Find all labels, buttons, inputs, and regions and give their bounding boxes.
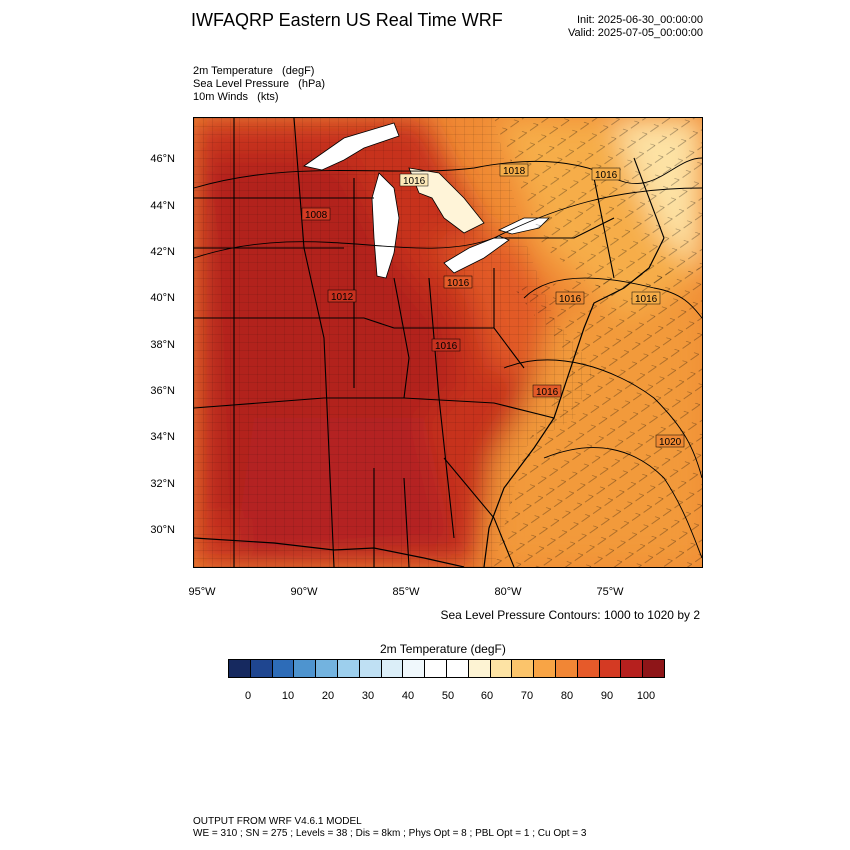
colorbar-cell — [337, 660, 360, 677]
svg-text:1016: 1016 — [403, 176, 426, 187]
svg-text:1016: 1016 — [595, 170, 618, 181]
lat-label: 36°N — [150, 385, 175, 397]
footer-model-line: OUTPUT FROM WRF V4.6.1 MODEL — [193, 816, 362, 827]
colorbar-cell — [294, 660, 317, 677]
field-pressure: Sea Level Pressure (hPa) — [193, 78, 326, 90]
lat-label: 42°N — [150, 246, 175, 258]
wind-barbs-north — [494, 118, 702, 298]
contour-note: Sea Level Pressure Contours: 1000 to 102… — [440, 608, 701, 622]
wind-barbs-ocean — [494, 268, 702, 567]
isobar-label: 1016 — [555, 291, 585, 305]
colorbar-cell — [381, 660, 404, 677]
colorbar-cell — [359, 660, 382, 677]
isobar-label: 1020 — [655, 434, 685, 448]
lon-label: 85°W — [392, 586, 420, 598]
colorbar-cell — [643, 660, 664, 677]
lon-label: 80°W — [494, 586, 522, 598]
colorbar-label: 90 — [600, 690, 614, 702]
lat-label: 30°N — [150, 524, 175, 536]
svg-text:1016: 1016 — [635, 294, 658, 305]
field-winds: 10m Winds (kts) — [193, 91, 279, 103]
svg-text:1016: 1016 — [559, 294, 582, 305]
colorbar-cell — [250, 660, 273, 677]
map-canvas: 1008 1012 1016 1016 1016 1016 1016 1016 … — [194, 118, 702, 567]
lon-label: 75°W — [596, 586, 624, 598]
gulf-coast — [194, 537, 465, 567]
lat-label: 34°N — [150, 431, 175, 443]
footer-settings-line: WE = 310 ; SN = 275 ; Levels = 38 ; Dis … — [193, 828, 587, 839]
colorbar-label: 20 — [321, 690, 335, 702]
colorbar-cell — [490, 660, 513, 677]
colorbar-label: 40 — [401, 690, 415, 702]
isobar-label: 1016 — [443, 275, 473, 289]
isobar-label: 1016 — [532, 384, 562, 398]
colorbar-cell — [316, 660, 338, 677]
plot-title: IWFAQRP Eastern US Real Time WRF — [191, 10, 503, 30]
isobar-label: 1018 — [499, 163, 529, 177]
colorbar-label: 0 — [244, 690, 252, 702]
lat-label: 46°N — [150, 153, 175, 165]
lake-michigan — [371, 172, 400, 279]
lat-label: 40°N — [150, 292, 175, 304]
svg-text:1018: 1018 — [503, 166, 526, 177]
colorbar-label: 10 — [281, 690, 295, 702]
colorbar-label: 100 — [636, 690, 656, 702]
lat-label: 44°N — [150, 200, 175, 212]
colorbar-label: 30 — [361, 690, 375, 702]
isobar-label: 1008 — [301, 207, 331, 221]
isobar-label: 1016 — [591, 167, 621, 181]
colorbar-label: 80 — [560, 690, 574, 702]
field-list: 2m Temperature (degF) Sea Level Pressure… — [193, 65, 325, 104]
isobar-label: 1016 — [631, 291, 661, 305]
svg-text:1020: 1020 — [659, 437, 682, 448]
colorbar-cell — [425, 660, 447, 677]
svg-text:1008: 1008 — [305, 210, 328, 221]
lake-erie — [443, 235, 510, 274]
colorbar-cell — [555, 660, 578, 677]
svg-text:1016: 1016 — [435, 341, 458, 352]
colorbar-cell — [446, 660, 469, 677]
lake-superior — [303, 122, 400, 171]
svg-text:1016: 1016 — [447, 278, 470, 289]
colorbar-cell — [403, 660, 426, 677]
colorbar-cell — [512, 660, 535, 677]
lat-label: 32°N — [150, 478, 175, 490]
lon-label: 95°W — [188, 586, 216, 598]
colorbar-cell — [621, 660, 644, 677]
colorbar-label: 60 — [480, 690, 494, 702]
colorbar-cell — [534, 660, 556, 677]
isobar-label-group: 1008 1012 1016 1016 1016 1016 1016 1016 … — [301, 163, 685, 448]
field-temperature: 2m Temperature (degF) — [193, 65, 315, 77]
colorbar-label: 50 — [441, 690, 455, 702]
isobar-label: 1016 — [431, 338, 461, 352]
colorbar-cell — [272, 660, 295, 677]
colorbar-cell — [468, 660, 491, 677]
colorbar-cell — [599, 660, 622, 677]
colorbar-cell — [577, 660, 600, 677]
colorbar-cell — [229, 660, 251, 677]
isobar-label: 1016 — [399, 173, 429, 187]
colorbar-label: 70 — [520, 690, 534, 702]
run-times: Init: 2025-06-30_00:00:00 Valid: 2025-07… — [568, 14, 703, 40]
model-footer: OUTPUT FROM WRF V4.6.1 MODEL WE = 310 ; … — [193, 816, 586, 840]
svg-text:1016: 1016 — [536, 387, 559, 398]
isobar-label: 1012 — [327, 289, 357, 303]
svg-text:1012: 1012 — [331, 292, 354, 303]
lat-label: 38°N — [150, 339, 175, 351]
colorbar — [228, 659, 665, 678]
init-time: Init: 2025-06-30_00:00:00 — [577, 14, 703, 26]
valid-time: Valid: 2025-07-05_00:00:00 — [568, 27, 703, 39]
colorbar-title: 2m Temperature (degF) — [380, 642, 506, 656]
county-lines — [194, 118, 594, 567]
lon-label: 90°W — [290, 586, 318, 598]
weather-map: 1008 1012 1016 1016 1016 1016 1016 1016 … — [193, 117, 703, 568]
